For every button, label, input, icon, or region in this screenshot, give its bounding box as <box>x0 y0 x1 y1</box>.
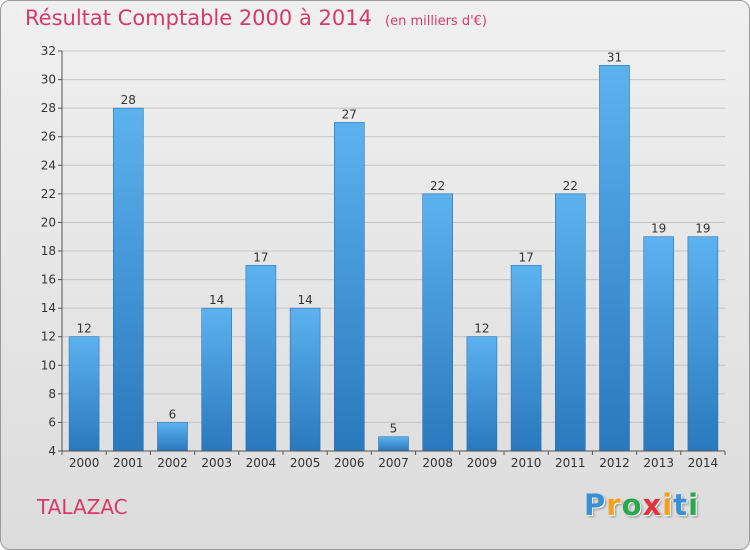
bar-2003 <box>201 307 232 452</box>
bar-2010 <box>510 264 542 452</box>
y-tick-label: 24 <box>41 158 56 172</box>
x-tick-label-2008: 2008 <box>422 456 453 470</box>
logo-letter: i <box>688 488 700 522</box>
x-tick-label-2001: 2001 <box>113 456 144 470</box>
value-label-2007: 5 <box>390 422 398 436</box>
x-tick-label-2012: 2012 <box>599 456 630 470</box>
value-label-2006: 27 <box>342 107 357 121</box>
logo-letter: P <box>584 488 607 522</box>
x-tick-label-2005: 2005 <box>290 456 321 470</box>
label-layer: 12 28 6 14 17 14 27 5 22 12 17 22 31 19 19 <box>76 50 710 435</box>
value-label-2002: 6 <box>169 407 177 421</box>
axis-layer: 4 6 8 10 12 14 16 18 20 22 24 26 28 30 32 2000 2001 2002 2… <box>41 44 726 470</box>
logo-letter: o <box>621 488 643 522</box>
bar-2001 <box>113 107 144 452</box>
value-label-2000: 12 <box>76 322 91 336</box>
value-label-2014: 19 <box>695 222 710 236</box>
value-label-2011: 22 <box>563 179 578 193</box>
bar-2008 <box>422 193 454 452</box>
y-tick-label: 10 <box>41 358 56 372</box>
value-label-2012: 31 <box>607 50 622 64</box>
value-label-2008: 22 <box>430 179 445 193</box>
bar-2002 <box>157 422 188 452</box>
x-tick-label-2013: 2013 <box>643 456 674 470</box>
value-label-2001: 28 <box>121 93 136 107</box>
x-tick-label-2014: 2014 <box>688 456 719 470</box>
y-tick-label: 18 <box>41 244 56 258</box>
x-tick-label-2003: 2003 <box>201 456 232 470</box>
bar-2012 <box>599 64 630 452</box>
bar-2009 <box>466 336 498 452</box>
y-tick-label: 26 <box>41 130 56 144</box>
commune-name: TALAZAC <box>37 495 128 519</box>
bar-layer <box>68 64 719 452</box>
x-tick-label-2006: 2006 <box>334 456 365 470</box>
y-tick-label: 14 <box>41 301 56 315</box>
x-tick-label-2002: 2002 <box>157 456 188 470</box>
bar-2006 <box>333 122 365 452</box>
y-tick-label: 22 <box>41 187 56 201</box>
value-label-2005: 14 <box>297 293 312 307</box>
bar-2005 <box>289 307 321 452</box>
chart-subtitle: (en milliers d'€) <box>385 14 487 29</box>
value-label-2003: 14 <box>209 293 224 307</box>
value-label-2010: 17 <box>518 250 533 264</box>
x-tick-label-2011: 2011 <box>555 456 586 470</box>
x-tick-label-2004: 2004 <box>246 456 277 470</box>
proxiti-logo[interactable]: Proxiti <box>584 488 699 522</box>
y-tick-label: 28 <box>41 101 56 115</box>
logo-letter: i <box>662 488 674 522</box>
bar-2007 <box>378 436 409 452</box>
logo-letter: r <box>606 488 622 522</box>
x-tick-label-2000: 2000 <box>69 456 100 470</box>
logo-letter: x <box>642 488 663 522</box>
y-tick-label: 12 <box>41 330 56 344</box>
y-tick-label: 6 <box>48 415 56 429</box>
x-tick-label-2009: 2009 <box>467 456 498 470</box>
bar-2013 <box>643 236 675 452</box>
title-row: Résultat Comptable 2000 à 2014 (en milli… <box>25 6 487 30</box>
x-tick-label-2010: 2010 <box>511 456 542 470</box>
y-tick-label: 16 <box>41 273 56 287</box>
logo-letter: t <box>673 488 689 522</box>
y-tick-label: 30 <box>41 73 56 87</box>
y-tick-label: 8 <box>48 387 56 401</box>
value-label-2004: 17 <box>253 250 268 264</box>
chart-title: Résultat Comptable 2000 à 2014 <box>25 6 372 30</box>
y-tick-label: 20 <box>41 215 56 229</box>
y-tick-label: 32 <box>41 44 56 58</box>
bar-2014 <box>687 236 719 452</box>
bar-2004 <box>245 264 277 452</box>
value-label-2009: 12 <box>474 322 489 336</box>
bar-2000 <box>68 336 100 452</box>
bar-2011 <box>554 193 586 452</box>
value-label-2013: 19 <box>651 222 666 236</box>
x-tick-label-2007: 2007 <box>378 456 409 470</box>
y-tick-label: 4 <box>48 444 56 458</box>
